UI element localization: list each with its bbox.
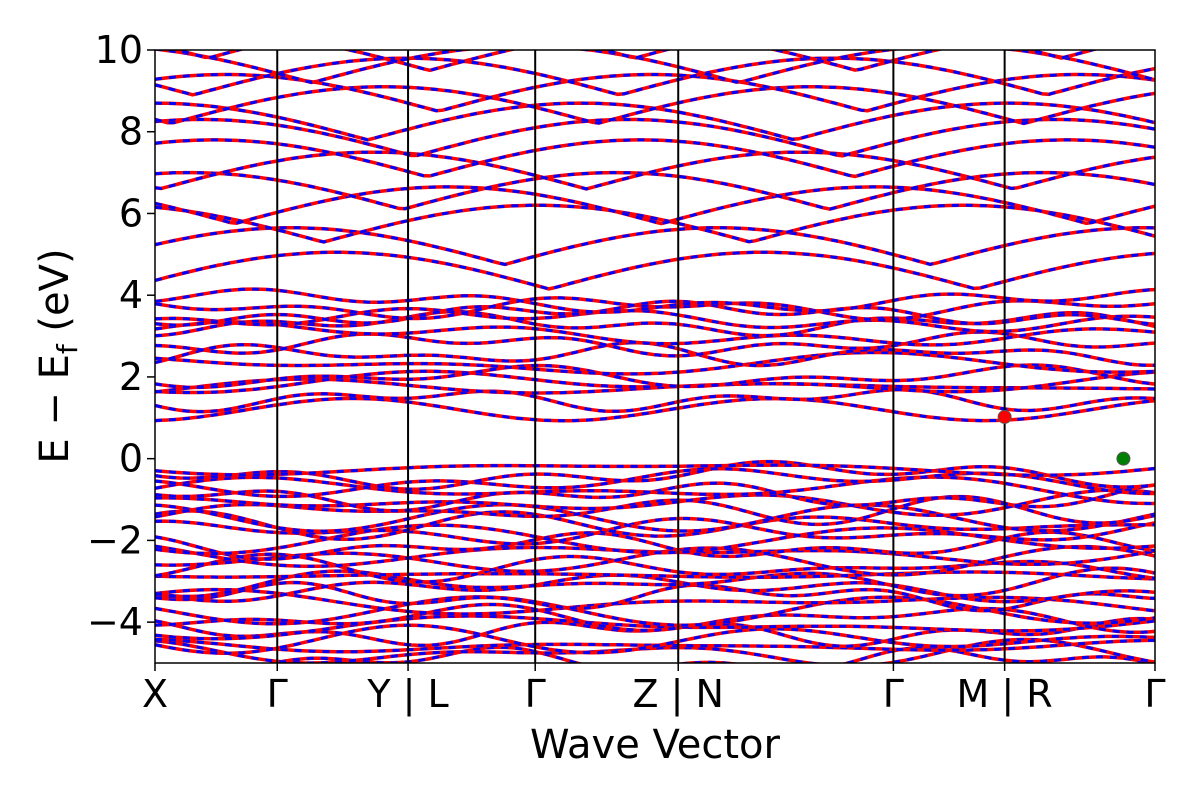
y-tick-label: 10 [95, 28, 143, 72]
conduction-min-marker [998, 410, 1011, 423]
y-tick-label: −2 [87, 518, 143, 562]
y-tick-label: 8 [119, 110, 143, 154]
x-axis-ticks: X Γ Y | L Γ Z | N Γ M | R Γ [142, 663, 1166, 717]
y-tick-label: 4 [119, 273, 143, 317]
valence-max-marker [1117, 452, 1130, 465]
y-tick-label: −4 [87, 600, 143, 644]
y-tick-label: 2 [119, 355, 143, 399]
x-tick-label: M | R [957, 672, 1053, 717]
x-tick-label: Y | L [366, 672, 448, 717]
x-tick-label: Γ [1144, 672, 1165, 716]
x-tick-label: Γ [525, 672, 546, 716]
x-tick-label: Z | N [633, 672, 724, 717]
x-axis-title: Wave Vector [530, 722, 781, 768]
x-tick-label: Γ [267, 672, 288, 716]
y-tick-label: 6 [119, 191, 143, 235]
x-tick-label: Γ [883, 672, 904, 716]
x-tick-label: X [142, 672, 168, 716]
y-tick-label: 0 [119, 437, 143, 481]
y-axis-ticks: 10 8 6 4 2 0 −2 −4 [87, 28, 155, 644]
y-axis-title-main: E − E [32, 354, 78, 464]
y-axis-title: E − Ef (eV) [32, 248, 84, 463]
y-axis-title-unit: (eV) [32, 248, 78, 344]
